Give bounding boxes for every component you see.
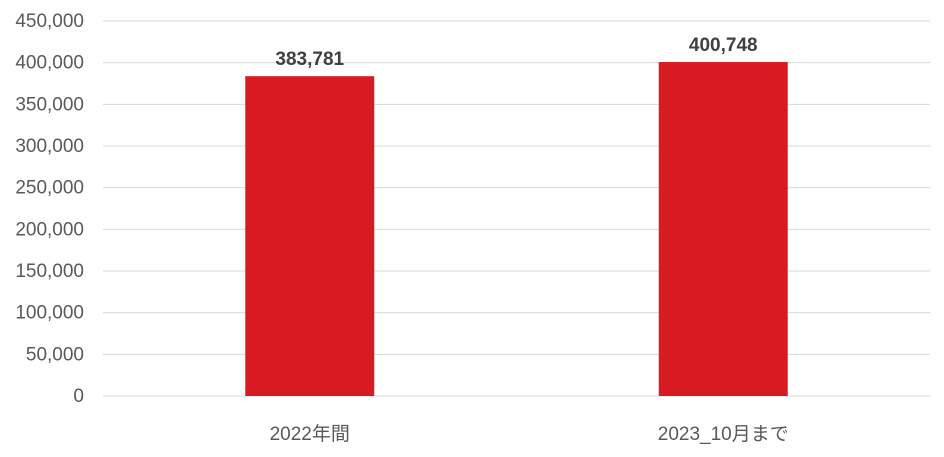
x-category-label: 2022年間	[270, 423, 350, 445]
bar	[245, 76, 375, 397]
bar	[658, 62, 788, 396]
y-tick-label: 200,000	[15, 219, 84, 240]
y-tick-label: 150,000	[15, 261, 84, 282]
y-tick-label: 350,000	[15, 94, 84, 115]
y-axis-tick-labels: 0 50,000 100,000 150,000 200,000 250,000 300,0…	[15, 11, 84, 407]
x-category-label: 2023_10月まで	[658, 424, 789, 445]
data-labels: 383,781 400,748	[275, 35, 757, 70]
bar-value-label: 400,748	[689, 35, 758, 56]
gridlines	[103, 20, 930, 397]
y-tick-label: 300,000	[15, 136, 84, 157]
y-tick-label: 400,000	[15, 53, 84, 74]
y-tick-label: 250,000	[15, 178, 84, 199]
y-tick-label: 450,000	[15, 11, 84, 32]
y-tick-label: 0	[73, 386, 84, 407]
x-axis-category-labels: 2022年間 2023_10月まで	[270, 423, 789, 445]
y-tick-label: 100,000	[15, 303, 84, 324]
bar-value-label: 383,781	[275, 49, 344, 70]
bars	[245, 62, 788, 397]
y-tick-label: 50,000	[26, 344, 84, 365]
